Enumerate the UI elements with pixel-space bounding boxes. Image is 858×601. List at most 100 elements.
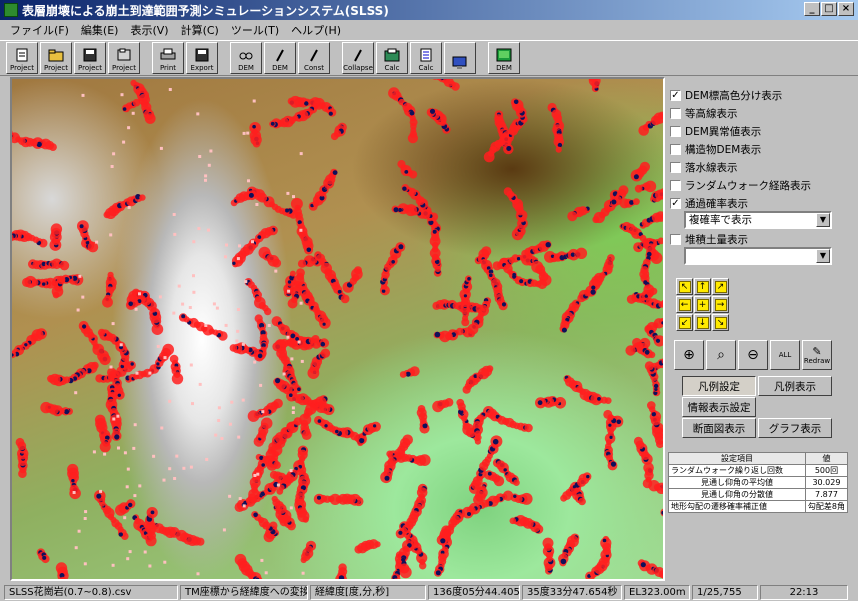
chevron-down-icon: ▼ xyxy=(816,213,830,227)
menu-file[interactable]: ファイル(F) xyxy=(10,23,69,37)
probability-dot xyxy=(237,308,240,311)
pan-down-button[interactable]: ↓ xyxy=(694,314,711,331)
runout-streak xyxy=(299,395,328,440)
probability-dot xyxy=(225,243,228,247)
project-new-button[interactable]: Project xyxy=(6,42,38,74)
probability-dot xyxy=(123,451,127,455)
menu-calc[interactable]: 計算(C) xyxy=(180,23,219,37)
arrow-up-icon: ↑ xyxy=(696,281,709,293)
runout-streak xyxy=(94,490,129,540)
runout-streak xyxy=(22,274,84,289)
graph-view-button[interactable]: グラフ表示 xyxy=(758,418,832,438)
runout-streak xyxy=(102,271,117,308)
structure-dem-checkbox[interactable]: 構造物DEM表示 xyxy=(670,141,761,157)
probability-dot xyxy=(217,419,221,422)
probability-dot xyxy=(148,564,152,568)
export-button[interactable]: Export xyxy=(186,42,218,74)
pan-up-left-button[interactable]: ↖ xyxy=(676,278,693,295)
runout-streak xyxy=(269,103,319,129)
runout-streak xyxy=(287,268,305,309)
runout-streak xyxy=(271,316,302,344)
close-button[interactable]: × xyxy=(838,2,854,16)
pan-up-right-button[interactable]: ↗ xyxy=(712,278,729,295)
project-save-button[interactable]: Project xyxy=(74,42,106,74)
calc-report-button[interactable]: Calc xyxy=(410,42,442,74)
probability-dot xyxy=(235,339,239,343)
zoom-all-button[interactable]: ALL xyxy=(770,340,800,370)
waterline-checkbox[interactable]: 落水線表示 xyxy=(670,159,738,175)
runout-streak xyxy=(467,297,492,335)
redraw-button[interactable]: ✎ Redraw xyxy=(802,340,832,370)
probability-dot xyxy=(135,371,139,375)
dem-color-checkbox[interactable]: ✓ DEM標高色分け表示 xyxy=(670,89,783,102)
minimize-button[interactable]: _ xyxy=(804,2,820,16)
probability-dot xyxy=(132,446,136,450)
runout-streak xyxy=(28,258,70,271)
toolbar-label: DEM xyxy=(496,64,512,72)
pan-down-right-button[interactable]: ↘ xyxy=(712,314,729,331)
dem-icon xyxy=(496,48,512,62)
zoom-in-button[interactable]: ⊕ xyxy=(674,340,704,370)
calc-button[interactable]: Calc xyxy=(376,42,408,74)
runout-streak xyxy=(12,229,48,248)
menu-tools[interactable]: ツール(T) xyxy=(230,23,280,37)
print-button[interactable]: Print xyxy=(152,42,184,74)
maximize-button[interactable]: □ xyxy=(821,2,837,16)
menu-help[interactable]: ヘルプ(H) xyxy=(291,23,342,37)
project-folder-icon xyxy=(48,49,64,62)
toolbar-label: DEM xyxy=(272,64,288,72)
info-setting-button[interactable]: 情報表示設定 xyxy=(682,397,756,417)
random-walk-checkbox[interactable]: ランダムウォーク経路表示 xyxy=(670,177,811,193)
probability-dot xyxy=(215,306,219,310)
pan-right-button[interactable]: → xyxy=(712,296,729,313)
probability-mode-select[interactable]: 複確率で表示 ▼ xyxy=(684,211,832,229)
zoom-rect-button[interactable]: ⌕ xyxy=(706,340,736,370)
monitor-button[interactable] xyxy=(444,42,476,74)
project-close-button[interactable]: Project xyxy=(108,42,140,74)
dem-anomaly-checkbox[interactable]: DEM異常値表示 xyxy=(670,123,761,139)
map-view[interactable] xyxy=(10,77,665,581)
status-time: 22:13 xyxy=(760,584,848,600)
probability-dot xyxy=(138,292,141,296)
dem-edit-button[interactable]: DEM xyxy=(264,42,296,74)
deposit-select[interactable]: ▼ xyxy=(684,247,832,265)
collapse-edit-button[interactable]: Collapse xyxy=(342,42,374,74)
deposit-volume-checkbox[interactable]: 堆積土量表示 xyxy=(670,231,748,247)
zoom-in-icon: ⊕ xyxy=(683,347,695,363)
menu-view[interactable]: 表示(V) xyxy=(130,23,169,37)
probability-dot xyxy=(191,402,194,406)
runout-streak xyxy=(660,508,663,517)
menu-edit[interactable]: 編集(E) xyxy=(80,23,119,37)
contour-checkbox[interactable]: 等高線表示 xyxy=(670,105,738,121)
runout-streak xyxy=(398,538,414,579)
section-view-button[interactable]: 断面図表示 xyxy=(682,418,756,438)
runout-streak xyxy=(253,417,273,447)
pass-probability-checkbox[interactable]: ✓ 通過確率表示 xyxy=(670,197,748,210)
runout-streak xyxy=(49,223,63,251)
pan-up-button[interactable]: ↑ xyxy=(694,278,711,295)
pan-center-button[interactable]: + xyxy=(694,296,711,313)
const-edit-button[interactable]: Const xyxy=(298,42,330,74)
legend-setting-button[interactable]: 凡例設定 xyxy=(682,376,756,396)
runout-streak xyxy=(610,185,629,207)
dem-view-button[interactable]: DEM xyxy=(230,42,262,74)
probability-dot xyxy=(77,529,81,533)
probability-dot xyxy=(126,467,130,471)
zoom-out-button[interactable]: ⊖ xyxy=(738,340,768,370)
dem-display-button[interactable]: DEM xyxy=(488,42,520,74)
legend-show-button[interactable]: 凡例表示 xyxy=(758,376,832,396)
probability-dot xyxy=(188,306,192,309)
probability-dot xyxy=(152,454,156,458)
close-project-icon xyxy=(117,48,131,61)
runout-streak xyxy=(335,563,348,579)
pan-down-left-button[interactable]: ↙ xyxy=(676,314,693,331)
arrow-down-right-icon: ↘ xyxy=(714,317,727,329)
probability-dot xyxy=(196,112,200,116)
probability-dot xyxy=(261,410,265,414)
project-open-button[interactable]: Project xyxy=(40,42,72,74)
runout-streak xyxy=(499,257,548,290)
probability-dot xyxy=(83,562,87,566)
runout-streak xyxy=(269,470,293,484)
pan-left-button[interactable]: ← xyxy=(676,296,693,313)
probability-dot xyxy=(92,450,96,454)
